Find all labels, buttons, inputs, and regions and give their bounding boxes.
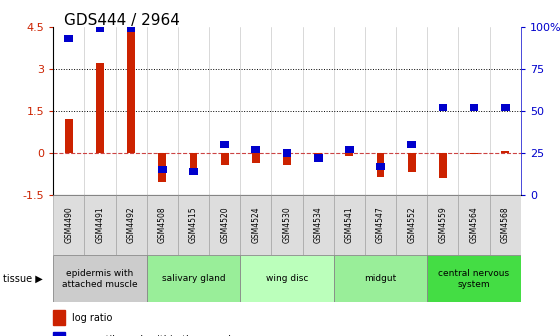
Text: GSM4491: GSM4491 [95, 207, 105, 244]
Bar [314, 153, 322, 157]
Bar [407, 141, 416, 148]
Bar [240, 195, 272, 255]
Bar [302, 195, 334, 255]
Bar [365, 195, 396, 255]
Bar [178, 195, 209, 255]
Bar [501, 152, 509, 153]
Text: GDS444 / 2964: GDS444 / 2964 [64, 13, 180, 29]
Text: salivary gland: salivary gland [162, 275, 225, 283]
Text: GSM4490: GSM4490 [64, 207, 73, 244]
Bar [439, 153, 447, 178]
Text: GSM4508: GSM4508 [158, 207, 167, 244]
Text: log ratio: log ratio [72, 313, 112, 323]
Bar [127, 25, 136, 32]
Bar [470, 104, 478, 111]
Bar [53, 255, 147, 302]
Text: GSM4547: GSM4547 [376, 207, 385, 244]
Bar [283, 149, 291, 157]
Bar [427, 195, 459, 255]
Bar [427, 255, 521, 302]
Text: GSM4568: GSM4568 [501, 207, 510, 244]
Bar [501, 104, 510, 111]
Bar [53, 195, 85, 255]
Text: GSM4534: GSM4534 [314, 207, 323, 244]
Text: tissue ▶: tissue ▶ [3, 274, 43, 284]
Bar [334, 195, 365, 255]
Bar [64, 35, 73, 42]
Text: GSM4559: GSM4559 [438, 207, 447, 244]
Bar [459, 195, 489, 255]
Bar [251, 146, 260, 153]
Bar [53, 332, 65, 336]
Bar [65, 119, 73, 153]
Bar [252, 153, 260, 163]
Text: epidermis with
attached muscle: epidermis with attached muscle [62, 269, 138, 289]
Text: GSM4524: GSM4524 [251, 207, 260, 244]
Text: GSM4515: GSM4515 [189, 207, 198, 244]
Bar [96, 63, 104, 153]
Text: GSM4552: GSM4552 [407, 207, 416, 244]
Bar [158, 166, 167, 173]
Text: GSM4564: GSM4564 [469, 207, 479, 244]
Bar [345, 146, 354, 153]
Bar [221, 153, 228, 166]
Bar [85, 195, 115, 255]
Bar [376, 163, 385, 170]
Text: GSM4541: GSM4541 [345, 207, 354, 244]
Text: GSM4530: GSM4530 [282, 207, 292, 244]
Bar [190, 153, 197, 172]
Bar [147, 255, 240, 302]
Bar [346, 153, 353, 156]
Bar [189, 168, 198, 175]
Bar [158, 153, 166, 182]
Bar [272, 195, 302, 255]
Bar [438, 104, 447, 111]
Text: midgut: midgut [365, 275, 396, 283]
Bar [127, 31, 135, 153]
Bar [470, 153, 478, 154]
Bar [283, 153, 291, 166]
Bar [396, 195, 427, 255]
Bar [314, 154, 323, 162]
Bar [115, 195, 147, 255]
Text: percentile rank within the sample: percentile rank within the sample [72, 335, 237, 336]
Bar [377, 153, 384, 177]
Text: GSM4520: GSM4520 [220, 207, 229, 244]
Bar [53, 310, 65, 325]
Bar [334, 255, 427, 302]
Bar [220, 141, 229, 148]
Text: central nervous
system: central nervous system [438, 269, 510, 289]
Bar [240, 255, 334, 302]
Text: wing disc: wing disc [266, 275, 308, 283]
Bar [408, 153, 416, 172]
Bar [209, 195, 240, 255]
Bar [147, 195, 178, 255]
Bar [96, 25, 104, 32]
Text: GSM4492: GSM4492 [127, 207, 136, 244]
Bar [489, 195, 521, 255]
